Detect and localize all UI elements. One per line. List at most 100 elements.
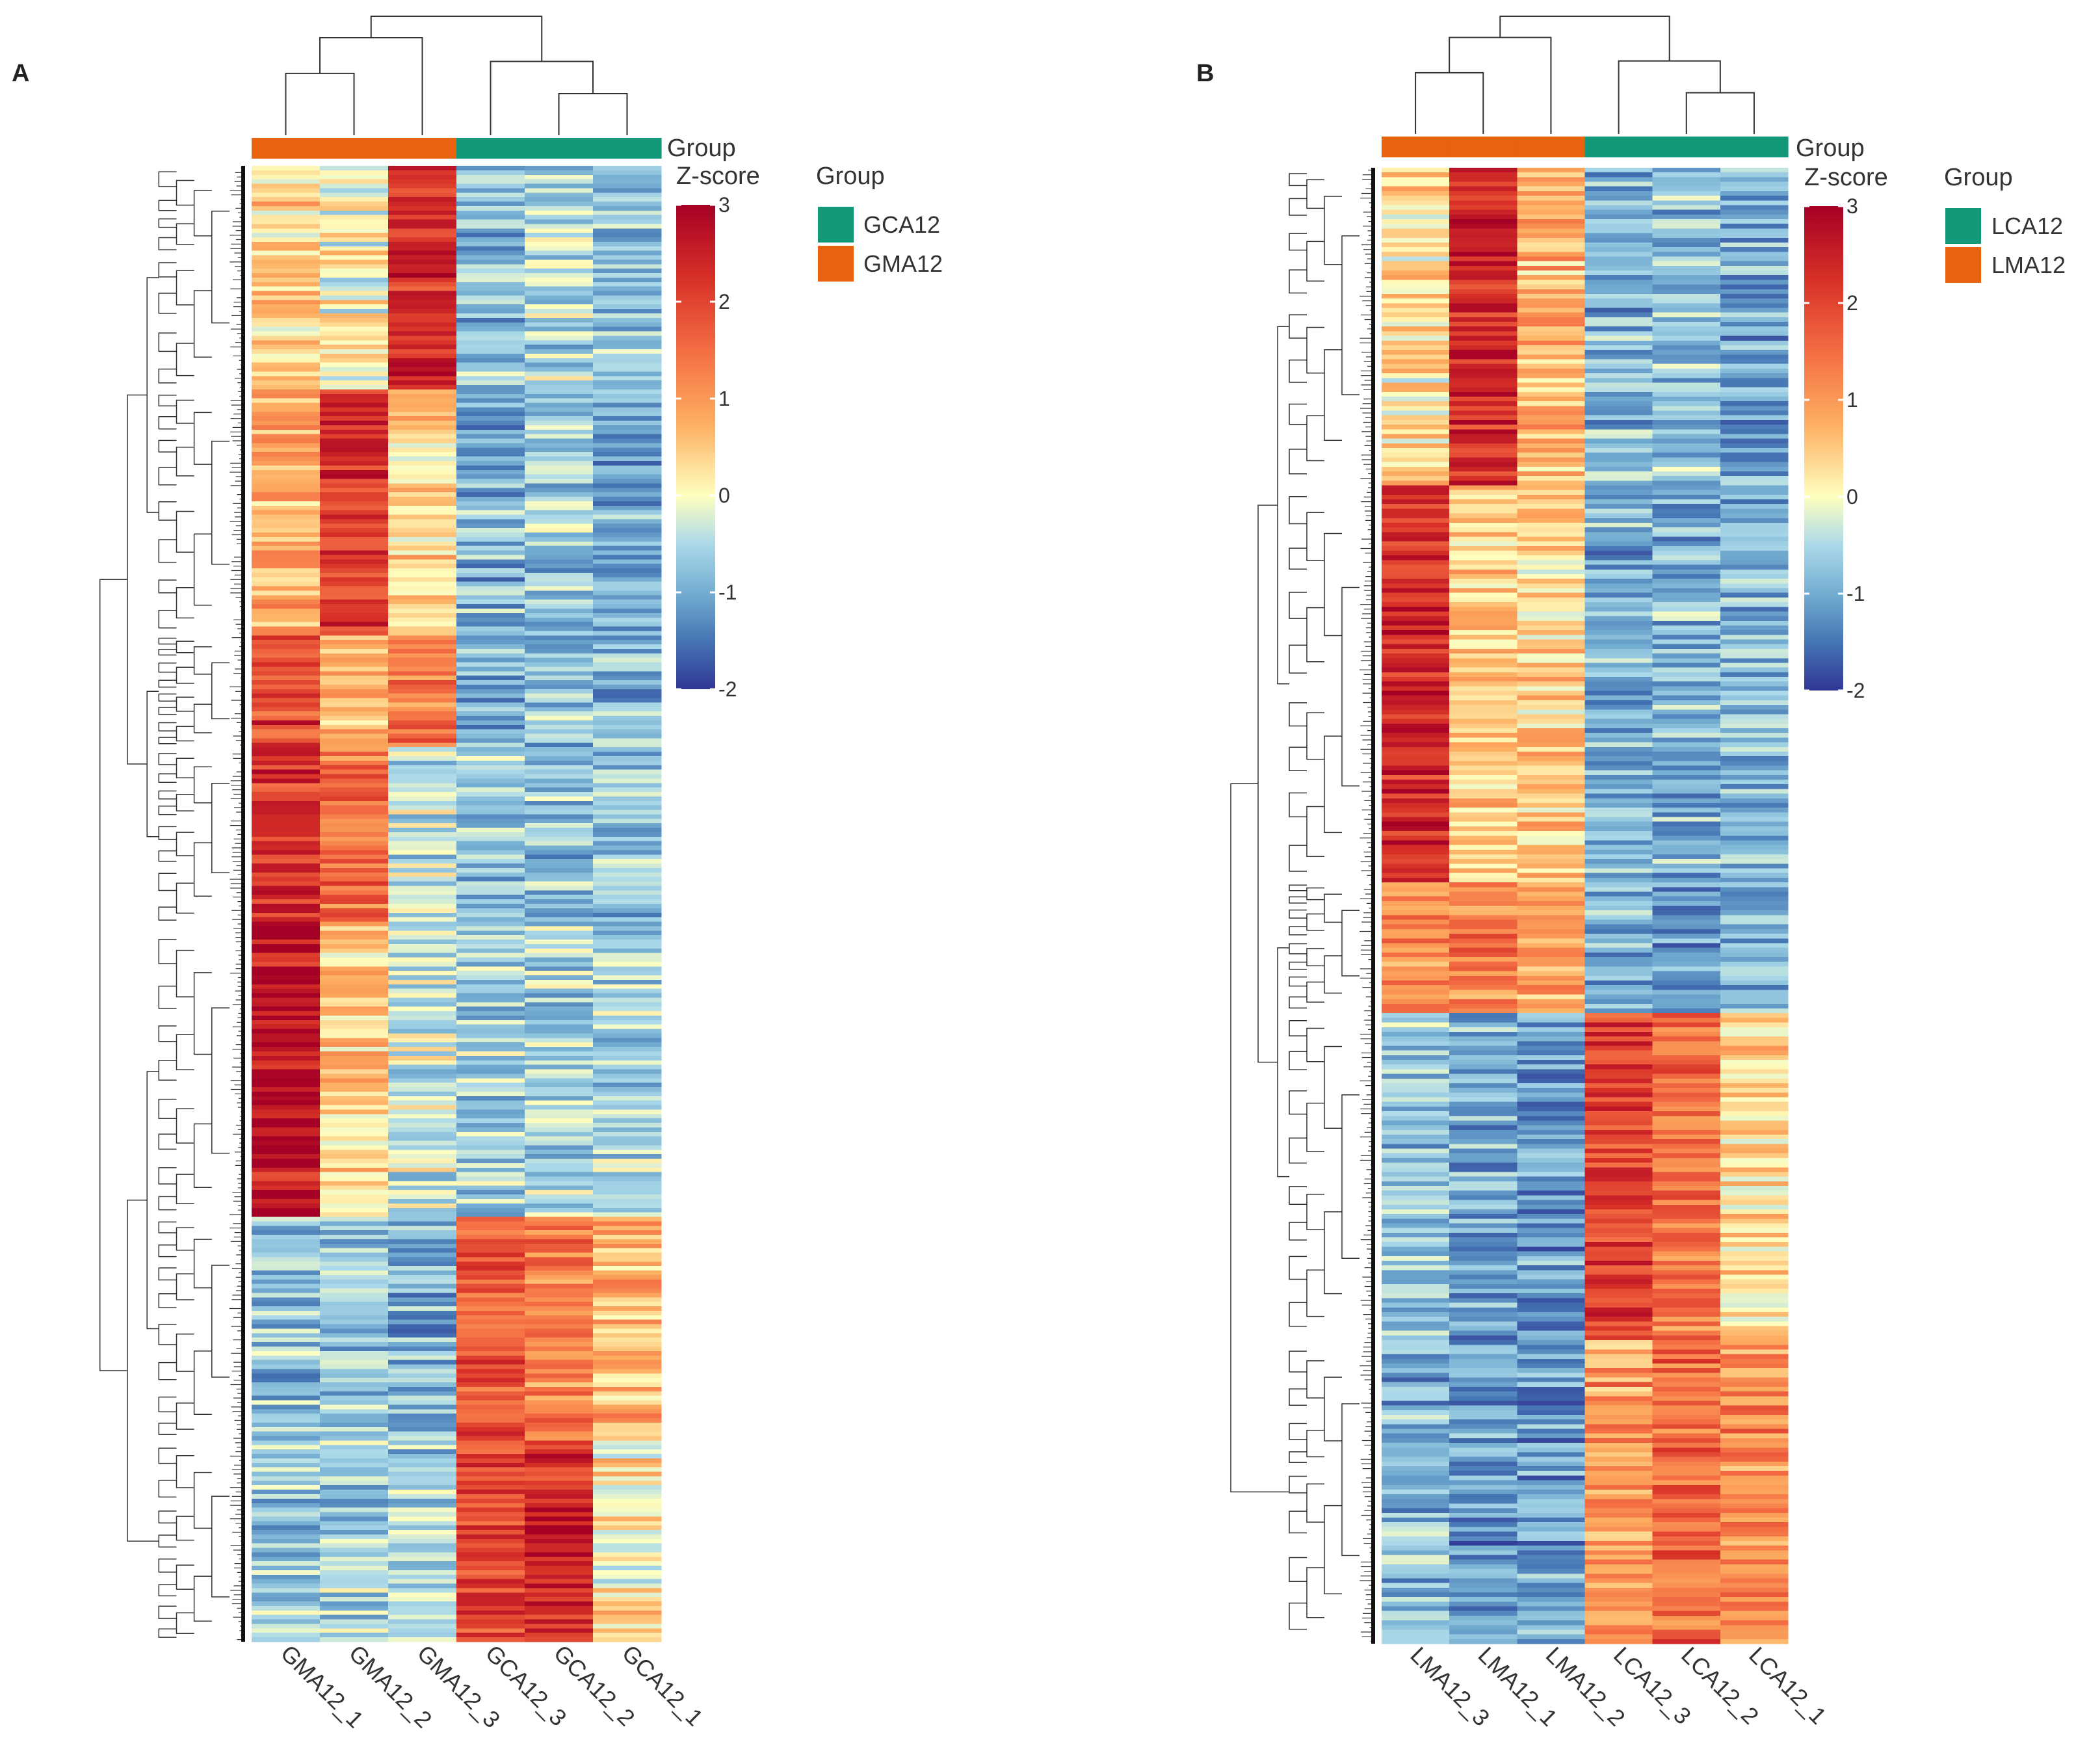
heatmap-cell [593, 890, 662, 895]
heatmap-cell [252, 997, 321, 1003]
heatmap-cell [252, 854, 321, 860]
heatmap-cell [456, 1512, 525, 1517]
heatmap-cell [1652, 821, 1721, 827]
heatmap-cell [456, 1404, 525, 1410]
heatmap-cell [252, 904, 321, 909]
heatmap-cell [525, 362, 594, 368]
heatmap-cell [1584, 1573, 1653, 1579]
heatmap-cell [593, 250, 662, 256]
heatmap-cell [320, 859, 389, 864]
heatmap-cell [1449, 999, 1518, 1005]
heatmap-cell [525, 1462, 594, 1468]
heatmap-cell [1652, 616, 1721, 622]
heatmap-cell [388, 1601, 457, 1607]
heatmap-cell [1720, 1284, 1789, 1289]
heatmap-cell [252, 1051, 321, 1057]
heatmap-cell [1652, 1415, 1721, 1420]
heatmap-cell [388, 1579, 457, 1585]
heatmap-cell [593, 1024, 662, 1030]
dendrogram-branch [1289, 592, 1307, 619]
heatmap-cell [1652, 1592, 1721, 1598]
heatmap-cell [456, 1494, 525, 1499]
heatmap-cell [320, 1257, 389, 1262]
heatmap-cell [320, 1123, 389, 1128]
heatmap-cell [1584, 293, 1653, 299]
heatmap-cell [388, 286, 457, 292]
heatmap-cell [388, 1176, 457, 1182]
heatmap-cell [1449, 1363, 1518, 1369]
dendrogram-branch [158, 1362, 177, 1380]
heatmap-cell [388, 1637, 457, 1642]
dendrogram-branch [1324, 349, 1342, 441]
heatmap-cell [1382, 1391, 1450, 1397]
heatmap-cell [525, 461, 594, 466]
heatmap-cell [1382, 1419, 1450, 1425]
heatmap-cell [525, 1002, 594, 1007]
heatmap-cell [1449, 518, 1518, 523]
dendrogram-branch [1257, 505, 1278, 1063]
heatmap-cell [1652, 1046, 1721, 1051]
heatmap-cell [593, 1395, 662, 1401]
heatmap-cell [320, 1060, 389, 1066]
heatmap-cell [456, 300, 525, 305]
heatmap-cell [1517, 1144, 1586, 1150]
heatmap-cell [388, 1284, 457, 1289]
heatmap-cell [1584, 1401, 1653, 1406]
heatmap-cell [252, 653, 321, 659]
heatmap-cell [388, 572, 457, 578]
heatmap-cell [388, 1619, 457, 1625]
heatmap-cell [525, 886, 594, 891]
heatmap-cell [525, 707, 594, 712]
heatmap-cell [525, 269, 594, 274]
heatmap-cell [1720, 1256, 1789, 1261]
heatmap-cell [1652, 326, 1721, 332]
heatmap-cell [320, 774, 389, 779]
heatmap-cell [1720, 350, 1789, 355]
heatmap-cell [1449, 1424, 1518, 1430]
heatmap-cell [1449, 1157, 1518, 1163]
heatmap-cell [456, 469, 525, 475]
heatmap-cell [1652, 518, 1721, 523]
heatmap-cell [1652, 438, 1721, 444]
heatmap-cell [525, 957, 594, 963]
heatmap-cell [388, 1261, 457, 1267]
heatmap-cell [252, 1633, 321, 1638]
heatmap-cell [252, 416, 321, 421]
heatmap-cell [320, 810, 389, 815]
heatmap-cell [388, 362, 457, 368]
heatmap-cell [320, 188, 389, 193]
heatmap-cell [1652, 583, 1721, 589]
heatmap-cell [593, 962, 662, 967]
heatmap-cell [593, 1588, 662, 1593]
heatmap-cell [252, 635, 321, 640]
heatmap-cell [320, 1328, 389, 1334]
heatmap-cell [456, 904, 525, 909]
heatmap-cell [456, 850, 525, 855]
heatmap-cell [456, 456, 525, 462]
heatmap-cell [1652, 919, 1721, 925]
heatmap-cell [252, 1350, 321, 1356]
heatmap-cell [1382, 873, 1450, 878]
heatmap-cell [593, 971, 662, 976]
heatmap-cell [388, 1369, 457, 1374]
heatmap-cell [1517, 1620, 1586, 1626]
heatmap-cell [1517, 616, 1586, 622]
heatmap-cell [1652, 990, 1721, 995]
heatmap-cell [1382, 625, 1450, 631]
heatmap-cell [593, 1507, 662, 1513]
heatmap-cell [1449, 1218, 1518, 1224]
heatmap-cell [252, 523, 321, 529]
heatmap-cell [1517, 1349, 1586, 1355]
heatmap-cell [1382, 354, 1450, 360]
heatmap-cell [456, 295, 525, 300]
heatmap-cell [1517, 602, 1586, 607]
heatmap-cell [1720, 541, 1789, 547]
heatmap-cell [1517, 1167, 1586, 1173]
dendrogram-branch [1289, 702, 1307, 727]
heatmap-cell [388, 1055, 457, 1061]
heatmap-cell [1652, 1139, 1721, 1144]
heatmap-cell [252, 962, 321, 967]
heatmap-cell [593, 845, 662, 851]
heatmap-cell [320, 421, 389, 426]
